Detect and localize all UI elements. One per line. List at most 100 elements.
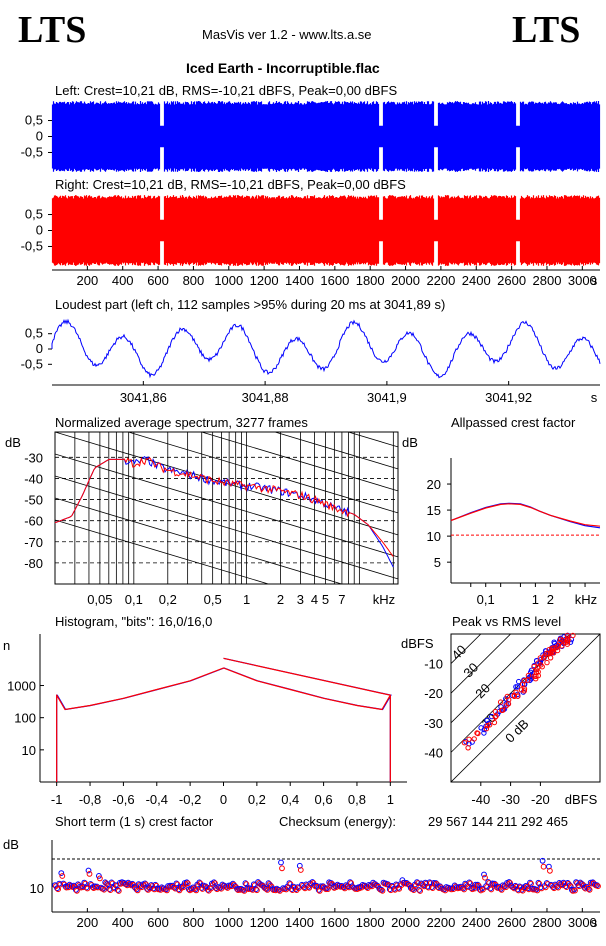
- allpass-ytick-label: 20: [427, 477, 441, 492]
- time-xtick-label: 2200: [426, 273, 455, 288]
- peak-rms-frame: [450, 633, 601, 783]
- spectrum-ytick-label: -60: [24, 514, 43, 529]
- track-title: Iced Earth - Incorruptible.flac: [186, 60, 380, 76]
- peak-rms-right-point: [461, 740, 468, 746]
- spectrum-slope-line: [200, 432, 398, 492]
- short-crest-left-point: [236, 886, 243, 892]
- peak-rms-diagonal: [451, 634, 512, 694]
- short-crest-left-point: [466, 879, 473, 886]
- peak-rms-right-point: [521, 686, 528, 692]
- peak-rms-right-point: [465, 745, 471, 751]
- short-crest-left-point: [253, 886, 259, 893]
- spectrum-slope-line: [55, 497, 344, 584]
- short-crest-right-point: [184, 880, 191, 887]
- short-crest-left-point: [474, 881, 481, 888]
- loudest-xtick-label: 3041,9: [367, 390, 407, 405]
- right-waveform: [51, 195, 601, 266]
- right-ytick-label: 0,5: [25, 207, 43, 222]
- short-crest-right-point: [410, 887, 417, 893]
- histogram-xtick-label: 0,4: [281, 792, 299, 807]
- spectrum-xtick-label: 3: [297, 592, 304, 607]
- peak-rms-diagonal: [451, 634, 482, 664]
- histogram-xtick-label: -0,8: [79, 792, 101, 807]
- time-xtick-label: 800: [183, 273, 205, 288]
- short-crest-left-point: [426, 879, 433, 886]
- short-crest-xtick-label: 3000: [568, 915, 597, 930]
- spectrum-xtick-label: 0,2: [159, 592, 177, 607]
- short-crest-right-point: [427, 880, 434, 887]
- short-crest-right-point: [325, 886, 331, 892]
- peak-rms-left-point: [481, 730, 487, 736]
- spectrum-slope-line: [126, 432, 398, 514]
- peak-rms-right-point: [557, 636, 564, 642]
- short-crest-left-point: [77, 883, 83, 890]
- loudest-ytick-label: 0,5: [25, 326, 43, 341]
- peak-rms-right-point: [491, 719, 498, 726]
- short-crest-left-point: [378, 886, 385, 893]
- peak-rms-right-point: [471, 736, 477, 742]
- time-xtick-label: 1600: [320, 273, 349, 288]
- left-ytick-label: 0,5: [25, 113, 43, 128]
- short-crest-left-point: [56, 880, 63, 887]
- time-xtick-label: 2400: [462, 273, 491, 288]
- short-crest-left-point: [73, 886, 79, 893]
- short-crest-xlabel: s: [591, 915, 598, 930]
- short-crest-right-point: [572, 887, 578, 894]
- short-crest-right-point: [448, 886, 455, 893]
- histogram-ytick-label: 10: [22, 743, 36, 758]
- time-xtick-label: 1000: [214, 273, 243, 288]
- short-crest-xtick-label: 200: [77, 915, 99, 930]
- peak-rms-right-point: [500, 707, 506, 713]
- short-crest-left-point: [416, 887, 423, 893]
- peak-rms-right-point: [515, 693, 521, 699]
- peak-rms-ytick-label: -30: [424, 716, 443, 731]
- peak-rms-right-point: [559, 643, 565, 649]
- allpass-left-line: [450, 502, 601, 529]
- checksum-value: 29 567 144 211 292 465: [428, 814, 568, 829]
- spectrum-slope-line: [273, 432, 398, 470]
- short-crest-left-point: [472, 881, 479, 888]
- short-crest-left-point: [242, 880, 249, 887]
- peak-rms-xtick-label: -20: [531, 792, 550, 807]
- short-crest-ylabel: dB: [3, 837, 19, 852]
- loudest-title: Loudest part (left ch, 112 samples >95% …: [55, 297, 445, 312]
- spectrum-xtick-label: 7: [338, 592, 345, 607]
- peak-rms-right-point: [549, 649, 555, 656]
- time-xtick-label: 1400: [285, 273, 314, 288]
- peak-rms-right-point: [484, 722, 491, 729]
- short-crest-right-point: [97, 875, 103, 882]
- short-crest-left-point: [278, 859, 284, 866]
- short-crest-xtick-label: 1200: [250, 915, 279, 930]
- peak-rms-ytick-label: -20: [424, 686, 443, 701]
- peak-rms-right-point: [547, 655, 554, 661]
- time-xtick-label: 3000: [568, 273, 597, 288]
- short-crest-right-point: [254, 887, 260, 894]
- short-crest-left-point: [248, 886, 255, 892]
- short-crest-left-point: [569, 887, 575, 893]
- time-xtick-label: 2600: [497, 273, 526, 288]
- time-xtick-label: 1800: [356, 273, 385, 288]
- short-crest-left-point: [114, 887, 121, 893]
- short-crest-left-point: [489, 880, 496, 887]
- short-crest-xtick-label: 1000: [214, 915, 243, 930]
- short-crest-right-point: [297, 867, 304, 873]
- allpass-xtick-label: 0,1: [477, 592, 495, 607]
- spectrum-xtick-label: 0,5: [204, 592, 222, 607]
- short-crest-right-point: [570, 888, 576, 894]
- short-crest-right-point: [59, 873, 66, 879]
- peak-rms-xlabel: dBFS: [565, 792, 598, 807]
- short-crest-right-point: [279, 865, 285, 872]
- short-crest-right-point: [540, 863, 547, 870]
- histogram-title: Histogram, "bits": 16,0/16,0: [55, 614, 212, 629]
- short-crest-right-point: [243, 881, 250, 888]
- histogram-ytick-label: 100: [14, 711, 36, 726]
- logo-left: LTS: [18, 9, 87, 51]
- peak-rms-right-point: [511, 693, 518, 699]
- spectrum-frame: [54, 431, 399, 585]
- short-crest-right-point: [270, 887, 277, 893]
- allpass-title: Allpassed crest factor: [451, 415, 576, 430]
- allpass-right-line: [450, 503, 601, 527]
- short-crest-left-point: [142, 880, 148, 887]
- short-crest-right-point: [352, 886, 359, 892]
- peak-rms-right-point: [531, 663, 537, 670]
